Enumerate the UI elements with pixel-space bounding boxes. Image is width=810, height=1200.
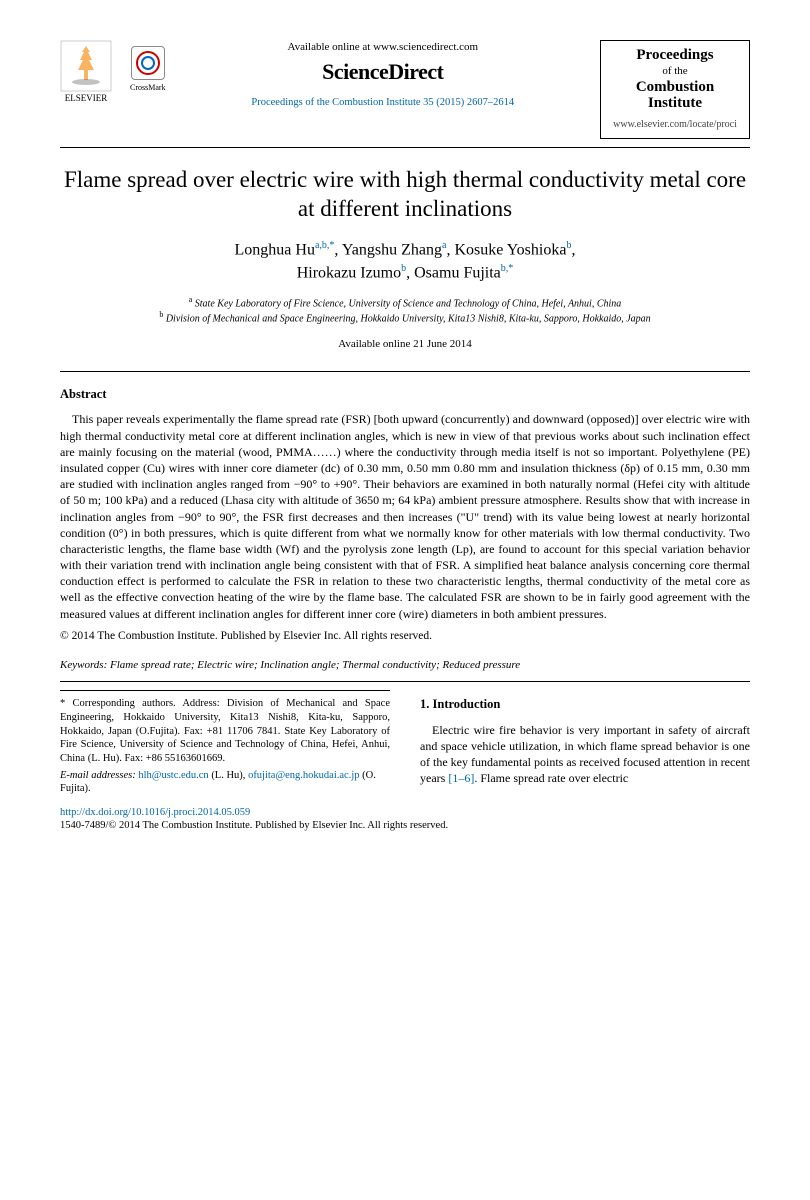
authors: Longhua Hua,b,*, Yangshu Zhanga, Kosuke … — [60, 239, 750, 284]
header-row: ELSEVIER CrossMark Available online at w… — [60, 40, 750, 139]
author-1: Longhua Hu — [235, 242, 315, 259]
elsevier-label: ELSEVIER — [65, 92, 108, 105]
introduction-heading: 1. Introduction — [420, 696, 750, 714]
abstract-heading: Abstract — [60, 386, 750, 404]
crossmark-label: CrossMark — [130, 82, 166, 93]
email-1-who: (L. Hu), — [209, 770, 248, 781]
elsevier-tree-icon — [60, 40, 112, 92]
paper-title: Flame spread over electric wire with hig… — [60, 166, 750, 224]
author-1-sup: a,b,* — [315, 240, 334, 251]
crossmark-icon — [131, 46, 165, 80]
available-online: Available online at www.sciencedirect.co… — [166, 40, 600, 55]
divider-mid-2 — [60, 681, 750, 682]
journal-box: Proceedings of the Combustion Institute … — [600, 40, 750, 139]
author-4: Hirokazu Izumo — [297, 264, 401, 281]
crossmark[interactable]: CrossMark — [130, 46, 166, 93]
corresponding-author-note: * Corresponding authors. Address: Divisi… — [60, 690, 390, 795]
introduction-column: 1. Introduction Electric wire fire behav… — [420, 690, 750, 795]
author-3: , Kosuke Yoshioka — [446, 242, 566, 259]
author-5-sup: b,* — [501, 263, 514, 274]
available-date: Available online 21 June 2014 — [60, 337, 750, 352]
journal-box-line4: Institute — [605, 95, 745, 112]
keywords: Keywords: Flame spread rate; Electric wi… — [60, 658, 750, 673]
journal-reference[interactable]: Proceedings of the Combustion Institute … — [166, 96, 600, 111]
comma: , — [571, 242, 575, 259]
abstract-body: This paper reveals experimentally the fl… — [60, 411, 750, 621]
email-label: E-mail addresses: — [60, 770, 136, 781]
author-5: , Osamu Fujita — [406, 264, 501, 281]
introduction-body: Electric wire fire behavior is very impo… — [420, 722, 750, 787]
page-container: ELSEVIER CrossMark Available online at w… — [0, 0, 810, 863]
journal-box-line3: Combustion — [605, 79, 745, 96]
journal-box-line2: of the — [605, 64, 745, 79]
footer-columns: * Corresponding authors. Address: Divisi… — [60, 690, 750, 795]
keywords-label: Keywords: — [60, 659, 107, 671]
author-2: , Yangshu Zhang — [334, 242, 442, 259]
email-2[interactable]: ofujita@eng.hokudai.ac.jp — [248, 770, 359, 781]
affiliations: a State Key Laboratory of Fire Science, … — [60, 295, 750, 326]
elsevier-logo: ELSEVIER — [60, 40, 112, 105]
bottom-info: http://dx.doi.org/10.1016/j.proci.2014.0… — [60, 806, 750, 833]
intro-text: Electric wire fire behavior is very impo… — [420, 723, 750, 786]
sciencedirect-logo: ScienceDirect — [166, 57, 600, 88]
affiliation-a: State Key Laboratory of Fire Science, Un… — [195, 298, 622, 309]
divider-top — [60, 147, 750, 148]
corr-text: * Corresponding authors. Address: Divisi… — [60, 697, 390, 765]
email-1[interactable]: hlh@ustc.edu.cn — [138, 770, 208, 781]
keywords-list: Flame spread rate; Electric wire; Inclin… — [110, 659, 520, 671]
doi-link[interactable]: http://dx.doi.org/10.1016/j.proci.2014.0… — [60, 806, 750, 820]
header-center: Available online at www.sciencedirect.co… — [166, 40, 600, 111]
journal-box-line1: Proceedings — [605, 47, 745, 64]
issn-copyright: 1540-7489/© 2014 The Combustion Institut… — [60, 819, 750, 833]
divider-mid-1 — [60, 371, 750, 372]
copyright: © 2014 The Combustion Institute. Publish… — [60, 628, 750, 644]
header-left: ELSEVIER CrossMark — [60, 40, 166, 105]
journal-url[interactable]: www.elsevier.com/locate/proci — [605, 118, 745, 132]
affiliation-b: Division of Mechanical and Space Enginee… — [166, 313, 651, 324]
